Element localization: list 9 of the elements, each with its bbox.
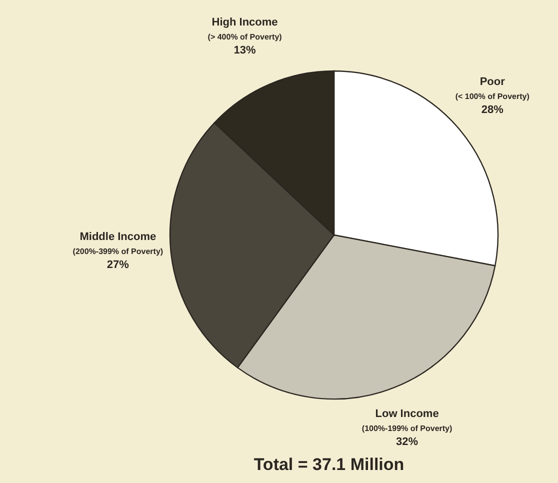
slice-label: Middle Income (200%-399% of Poverty) — [72, 230, 164, 256]
data-label: 13% — [234, 44, 256, 56]
slice-label: Poor (< 100% of Poverty) — [455, 76, 530, 101]
slice-label: High Income (> 400% of Poverty) — [208, 16, 282, 42]
data-label: 32% — [396, 436, 418, 448]
data-label: 27% — [106, 258, 130, 271]
slice-label: Low Income (100%-199% of Poverty) — [362, 408, 453, 434]
text: Total = 37.1 Million — [254, 455, 404, 474]
data-label: 28% — [481, 104, 504, 116]
